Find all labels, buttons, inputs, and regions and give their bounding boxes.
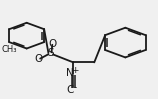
Text: O: O bbox=[48, 39, 56, 49]
Text: O: O bbox=[34, 54, 43, 64]
Text: +: + bbox=[71, 66, 79, 75]
Text: N: N bbox=[66, 68, 74, 78]
Text: CH₃: CH₃ bbox=[1, 45, 17, 54]
Text: S: S bbox=[47, 48, 54, 59]
Text: -: - bbox=[73, 84, 76, 93]
Text: C: C bbox=[67, 85, 74, 95]
